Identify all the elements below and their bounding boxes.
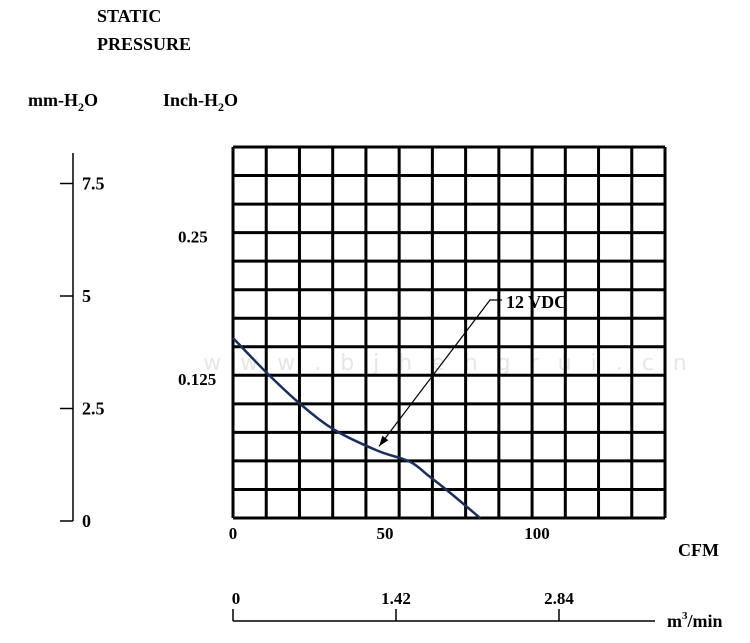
title-line-1: STATIC <box>97 6 161 26</box>
mm-tick-label: 5 <box>82 286 91 306</box>
mm-tick-label: 7.5 <box>82 174 105 194</box>
cfm-axis: 0 50 100 <box>229 524 550 543</box>
x-axis-label-cfm: CFM <box>678 540 719 560</box>
inch-axis: 0.125 0.25 <box>178 227 216 389</box>
m3-axis: 0 1.42 2.84 <box>232 589 655 622</box>
mm-tick-label: 0 <box>82 511 91 531</box>
m3-tick-label: 2.84 <box>544 589 574 608</box>
inch-tick-label: 0.125 <box>178 370 216 389</box>
mm-axis: 0 2.5 5 7.5 <box>60 153 105 531</box>
cfm-tick-label: 100 <box>524 524 550 543</box>
inch-tick-label: 0.25 <box>178 227 208 246</box>
plot-grid <box>231 145 667 520</box>
y-axis-label-inch: Inch-H2O <box>163 90 238 114</box>
m3-tick-label: 1.42 <box>381 589 411 608</box>
x-axis-label-m3min: m3/min <box>667 610 723 631</box>
cfm-tick-label: 50 <box>377 524 394 543</box>
series-line-12vdc <box>232 337 481 519</box>
mm-tick-label: 2.5 <box>82 399 105 419</box>
m3-tick-label: 0 <box>232 589 241 608</box>
series-label-12vdc: 12 VDC <box>506 292 567 312</box>
watermark-url: w w w . b j h e n g r u i . c n <box>203 351 692 376</box>
series-layer: 12 VDC <box>232 292 567 519</box>
y-axis-label-mm: mm-H2O <box>28 90 98 114</box>
callout-arrow-line <box>378 299 502 447</box>
callout-arrowhead <box>379 435 389 447</box>
cfm-tick-label: 0 <box>229 524 238 543</box>
title-line-2: PRESSURE <box>97 34 191 54</box>
